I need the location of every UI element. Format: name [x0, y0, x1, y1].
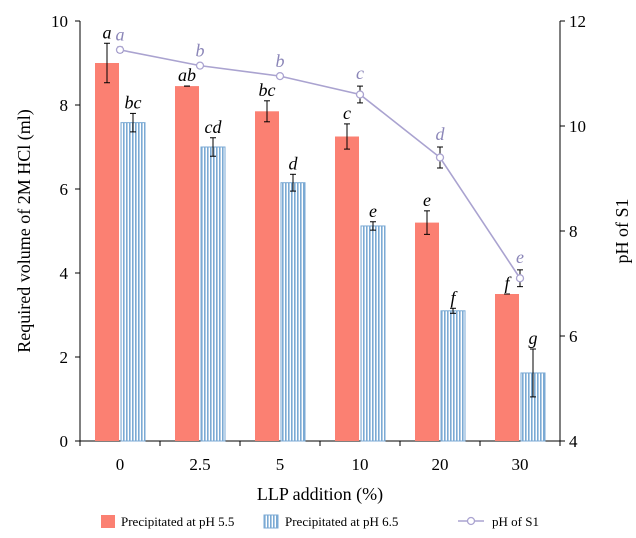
error-bar-ph65 — [530, 348, 536, 398]
letter-ph55: e — [423, 190, 431, 210]
bar-ph65 — [200, 146, 226, 442]
error-bar-ph65 — [210, 137, 216, 157]
point-ph-s1 — [435, 153, 445, 162]
letter-ph65: e — [369, 201, 377, 221]
error-bar-ph65 — [130, 112, 136, 133]
point-ph-s1 — [515, 274, 525, 283]
bar-ph65 — [360, 225, 386, 442]
y2-axis-label: pH of S1 — [612, 198, 632, 263]
letter-ph55: a — [103, 22, 112, 42]
x-axis-label: LLP addition (%) — [257, 484, 383, 505]
x-tick-label: 5 — [276, 455, 285, 474]
letter-ph-s1: b — [276, 51, 285, 71]
legend-label-ph55: Precipitated at pH 5.5 — [121, 514, 234, 529]
bar-ph55 — [175, 86, 199, 441]
error-bar-ph65 — [290, 173, 296, 192]
letter-ph55: ab — [178, 65, 196, 85]
y2-tick-label: 8 — [569, 222, 578, 241]
letter-ph-s1: a — [116, 24, 125, 44]
point-ph-s1 — [355, 90, 365, 99]
x-tick-label: 0 — [116, 455, 125, 474]
legend: Precipitated at pH 5.5 Precipitated at p… — [101, 514, 539, 529]
y-tick-label: 0 — [60, 432, 69, 451]
bar-ph65 — [440, 310, 466, 442]
letter-ph55: bc — [259, 80, 276, 100]
legend-label-ph65: Precipitated at pH 6.5 — [285, 514, 398, 529]
error-bar-ph65 — [450, 307, 456, 314]
bar-ph55 — [415, 222, 439, 441]
letter-ph55: c — [343, 103, 351, 123]
legend-label-phs1: pH of S1 — [492, 514, 539, 529]
bar-ph55 — [255, 111, 279, 442]
y2-tick-label: 10 — [569, 117, 586, 136]
bar-ph55 — [495, 294, 519, 441]
bar-ph65 — [280, 182, 306, 442]
bar-ph55 — [95, 63, 119, 441]
error-bar-ph55 — [104, 42, 110, 84]
y-tick-label: 2 — [60, 348, 69, 367]
point-ph-s1 — [195, 61, 205, 70]
bar-ph55 — [335, 136, 359, 441]
x-tick-label: 30 — [512, 455, 529, 474]
letter-ph-s1: b — [196, 41, 205, 61]
x-tick-label: 10 — [352, 455, 369, 474]
y2-tick-label: 4 — [569, 432, 578, 451]
y-axis-label: Required volume of 2M HCl (ml) — [14, 109, 35, 352]
y2-tick-label: 6 — [569, 327, 578, 346]
point-ph-s1 — [115, 45, 125, 55]
letter-ph55: f — [504, 273, 512, 293]
letter-ph65: d — [289, 153, 299, 173]
letter-ph-s1: e — [516, 247, 524, 267]
letter-ph65: g — [529, 328, 538, 348]
point-ph-s1 — [275, 71, 285, 81]
letter-ph65: cd — [205, 117, 223, 137]
error-bar-ph65 — [370, 221, 376, 231]
bar-ph65 — [120, 122, 146, 442]
x-tick-label: 2.5 — [189, 455, 210, 474]
y-tick-label: 8 — [60, 96, 69, 115]
line-ph-s1 — [119, 49, 521, 279]
y2-tick-label: 12 — [569, 12, 586, 31]
legend-swatch-ph55 — [101, 515, 115, 528]
error-bar-ph55 — [264, 100, 270, 123]
letter-ph65: f — [450, 287, 458, 307]
legend-swatch-ph65 — [263, 514, 279, 529]
y-tick-label: 4 — [60, 264, 69, 283]
letter-ph-s1: c — [356, 63, 364, 83]
y-tick-label: 6 — [60, 180, 69, 199]
letter-ph65: bc — [125, 92, 142, 112]
letter-ph-s1: d — [436, 124, 446, 144]
error-bar-ph55 — [344, 123, 350, 150]
x-tick-label: 20 — [432, 455, 449, 474]
y-tick-label: 10 — [51, 12, 68, 31]
error-bar-ph55 — [424, 210, 430, 235]
legend-marker-phs1 — [466, 516, 476, 526]
